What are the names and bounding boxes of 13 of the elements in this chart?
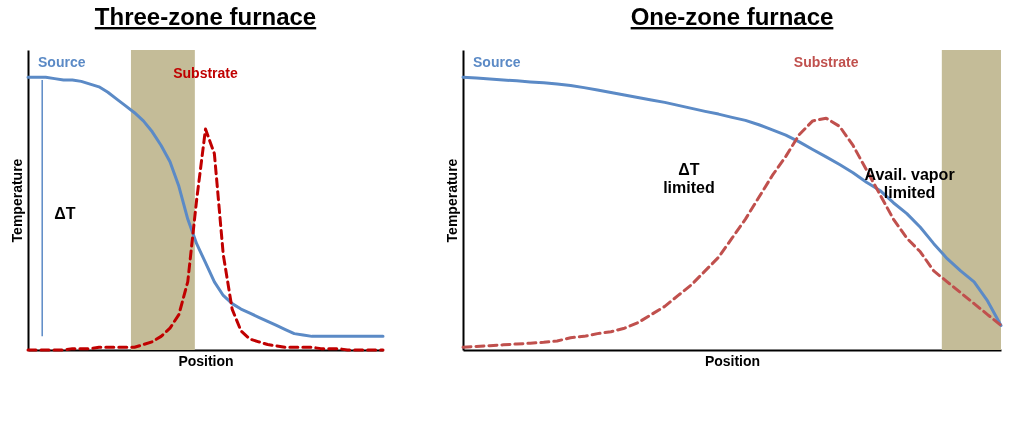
series-label: Source: [473, 54, 521, 71]
text: Substrate: [173, 65, 238, 82]
annotation: ΔT: [54, 204, 76, 222]
series-label: Source: [38, 54, 86, 71]
x-axis-title: Position: [704, 352, 761, 369]
annotation: ΔT limited: [663, 161, 715, 196]
y-axis-title: Temperature: [8, 158, 25, 243]
y-axis-title: Temperature: [443, 158, 460, 243]
chart-title: One-zone furnace: [630, 3, 834, 30]
annotation: Avail. vapor limited: [864, 166, 955, 202]
chart-title: Three-zone furnace: [94, 3, 317, 30]
text: Substrate: [793, 54, 859, 71]
x-axis-title: Position: [178, 352, 234, 369]
